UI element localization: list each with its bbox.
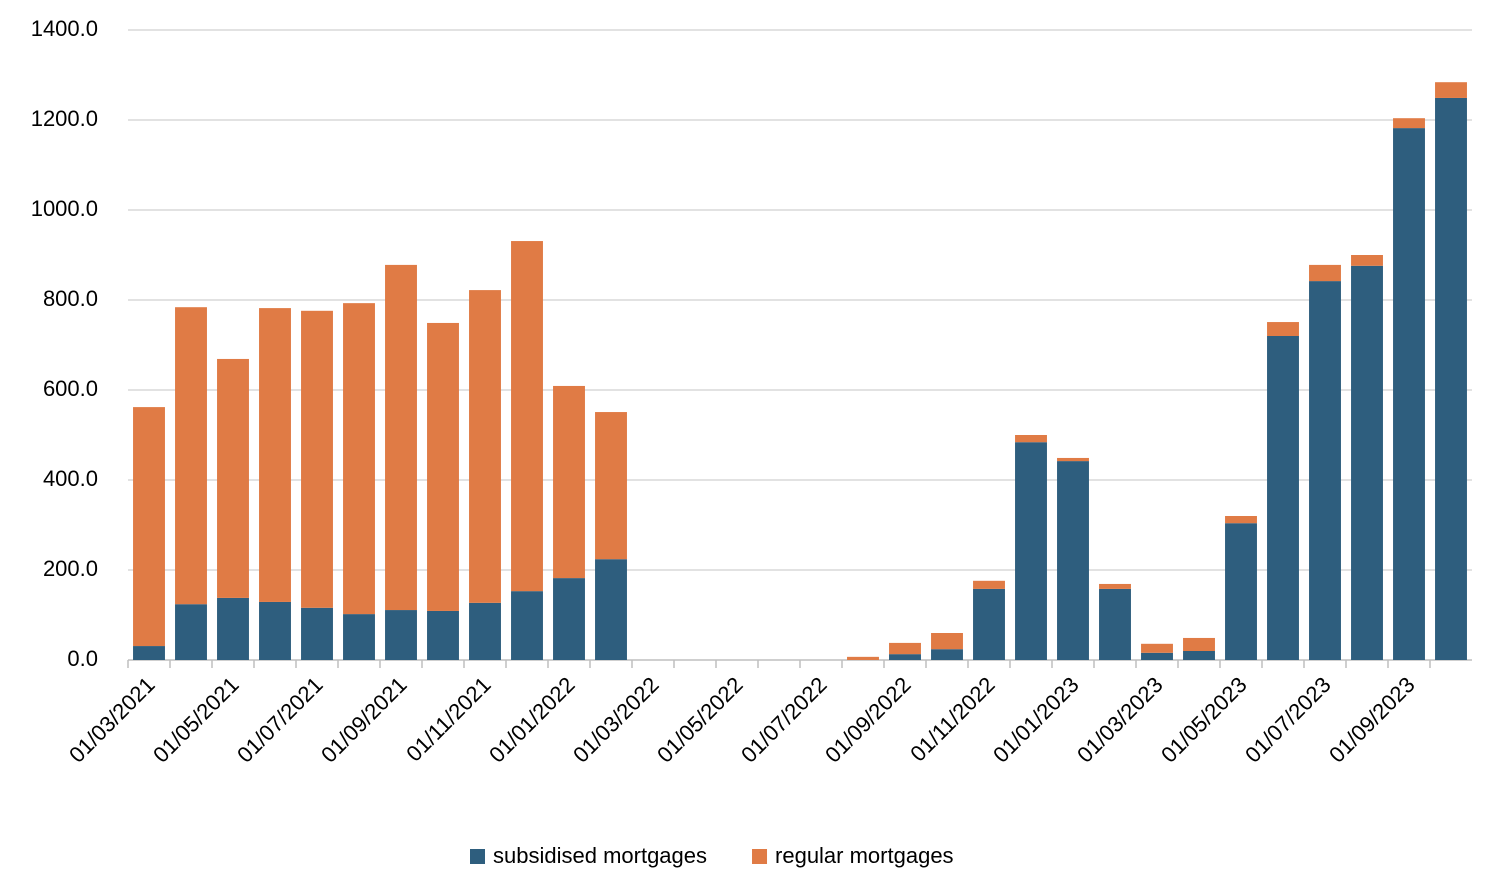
bar-segment	[1435, 97, 1467, 660]
x-tick-label: 01/01/2022	[484, 672, 580, 768]
bar-segment	[343, 614, 375, 660]
bar-segment	[427, 610, 459, 660]
x-tick-label: 01/11/2021	[401, 672, 495, 766]
bar-segment	[1309, 264, 1341, 282]
bar-segment	[1015, 435, 1047, 443]
x-tick-label: 01/11/2022	[905, 672, 999, 766]
x-tick-label: 01/05/2022	[652, 672, 748, 768]
bar-segment	[301, 607, 333, 660]
y-tick-label: 400.0	[43, 466, 98, 491]
x-tick-label: 01/03/2022	[568, 672, 664, 768]
bar-segment	[889, 642, 921, 655]
legend-swatch	[470, 849, 485, 864]
bar-segment	[1393, 118, 1425, 129]
y-tick-label: 800.0	[43, 286, 98, 311]
x-tick-label: 01/09/2023	[1324, 672, 1420, 768]
bar-segment	[511, 591, 543, 660]
bar-segment	[217, 597, 249, 660]
bar-segment	[133, 646, 165, 660]
bar-segment	[259, 601, 291, 660]
bar-segment	[1015, 442, 1047, 660]
x-tick-label: 01/05/2021	[148, 672, 244, 768]
bar-segment	[385, 264, 417, 611]
bar-segment	[1309, 281, 1341, 660]
x-tick-label: 01/03/2023	[1072, 672, 1168, 768]
x-tick-label: 01/09/2022	[820, 672, 916, 768]
y-tick-label: 1200.0	[31, 106, 98, 131]
bar-segment	[1057, 457, 1089, 462]
bar-segment	[175, 604, 207, 660]
y-tick-label: 200.0	[43, 556, 98, 581]
bar-segment	[1099, 588, 1131, 660]
bar-segment	[427, 322, 459, 611]
bar-segment	[931, 649, 963, 660]
bar-segment	[553, 385, 585, 579]
bar-segment	[217, 358, 249, 598]
legend-swatch	[752, 849, 768, 864]
bar-segment	[1267, 322, 1299, 336]
bar-segment	[1225, 523, 1257, 660]
bar-segment	[1183, 637, 1215, 651]
legend-label: regular mortgages	[775, 843, 954, 868]
bar-segment	[1141, 643, 1173, 653]
bar-segment	[973, 588, 1005, 660]
bar-segment	[133, 407, 165, 647]
bar-segment	[1141, 652, 1173, 660]
bar-segment	[469, 602, 501, 660]
bar-segment	[595, 412, 627, 560]
bar-segment	[1393, 128, 1425, 661]
bar-segment	[1099, 583, 1131, 589]
bar-segment	[931, 633, 963, 650]
bar-segment	[511, 241, 543, 592]
bar-segment	[889, 654, 921, 660]
bar-segment	[343, 303, 375, 615]
x-tick-label: 01/05/2023	[1156, 672, 1252, 768]
y-tick-label: 600.0	[43, 376, 98, 401]
bar-segment	[469, 290, 501, 603]
bar-segment	[1225, 516, 1257, 524]
y-tick-label: 0.0	[67, 646, 98, 671]
legend-label: subsidised mortgages	[493, 843, 707, 868]
bar-segment	[1351, 255, 1383, 266]
bar-segment	[1183, 651, 1215, 660]
x-tick-label: 01/03/2021	[64, 672, 160, 768]
bar-segment	[595, 559, 627, 660]
y-tick-label: 1400.0	[31, 16, 98, 41]
bar-segment	[1435, 82, 1467, 98]
bar-segment	[847, 656, 879, 660]
x-tick-label: 01/07/2022	[736, 672, 832, 768]
bar-segment	[1351, 265, 1383, 660]
bar-segment	[385, 610, 417, 660]
bar-segment	[553, 578, 585, 660]
bar-segment	[301, 310, 333, 608]
x-tick-label: 01/07/2023	[1240, 672, 1336, 768]
bar-segment	[973, 580, 1005, 589]
bar-segment	[175, 307, 207, 605]
bar-segment	[259, 308, 291, 602]
bar-segment	[1057, 461, 1089, 660]
x-tick-label: 01/07/2021	[232, 672, 328, 768]
x-tick-label: 01/09/2021	[316, 672, 412, 768]
y-tick-label: 1000.0	[31, 196, 98, 221]
bar-segment	[1267, 336, 1299, 660]
x-tick-label: 01/01/2023	[988, 672, 1084, 768]
